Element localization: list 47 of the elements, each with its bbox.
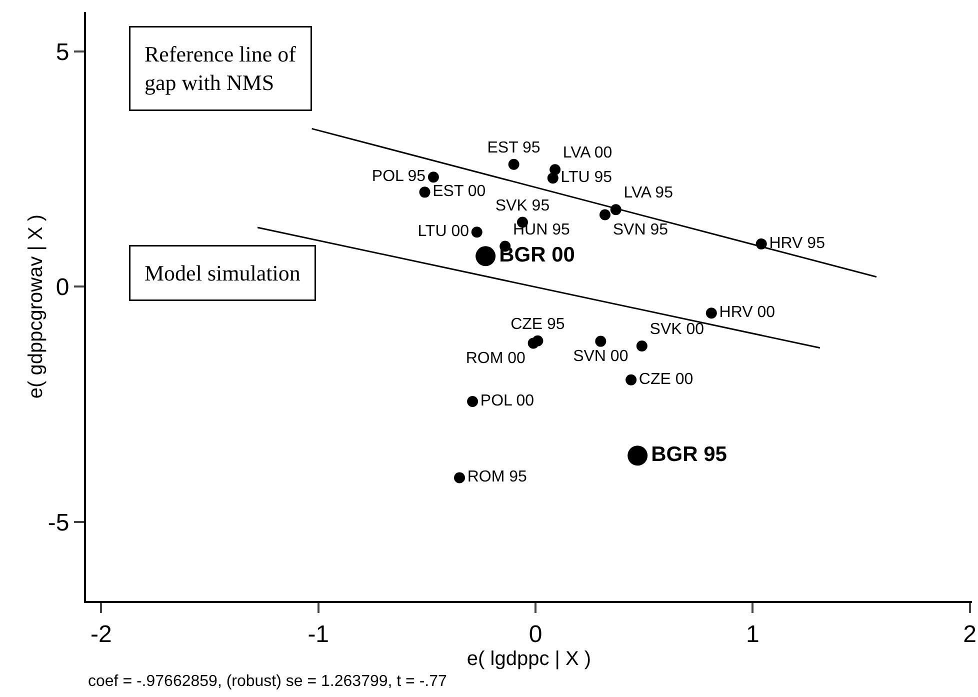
x-tick-label: -1 <box>308 620 330 648</box>
data-label: LTU 95 <box>560 169 612 186</box>
data-label: CZE 95 <box>510 316 565 333</box>
x-tick-label: 0 <box>528 620 542 648</box>
data-label: SVN 95 <box>612 222 668 239</box>
data-label: CZE 00 <box>638 370 694 388</box>
data-label: POL 00 <box>480 392 534 410</box>
y-tick-label: -5 <box>48 509 70 536</box>
point <box>528 338 539 349</box>
x-axis-title: e( lgdppc | X ) <box>466 648 592 670</box>
data-label: LVA 95 <box>624 184 674 202</box>
data-label: SVK 95 <box>495 197 550 214</box>
data-label: LTU 00 <box>418 223 470 240</box>
point <box>626 374 637 386</box>
point <box>428 172 439 183</box>
data-label: SVK 00 <box>650 321 704 338</box>
x-tick-label: 2 <box>963 620 977 648</box>
x-tick-label: -2 <box>90 620 112 648</box>
text: coef = -.97662859, (robust) se = 1.263799, t = -.77 <box>88 673 448 690</box>
point <box>600 209 610 220</box>
point <box>467 396 478 408</box>
data-label: ROM 00 <box>466 350 526 368</box>
point <box>595 336 606 347</box>
y-axis-title: e( gdppcgrowav | X ) <box>24 214 47 399</box>
point <box>706 308 717 319</box>
point <box>636 340 648 352</box>
point <box>628 446 648 466</box>
point <box>508 158 520 170</box>
data-label: LVA 00 <box>562 144 612 162</box>
data-label: EST 95 <box>487 140 540 157</box>
point <box>471 226 482 238</box>
point <box>454 472 466 484</box>
point <box>547 172 558 184</box>
annotation: Model simulation <box>144 260 300 286</box>
data-label: EST 00 <box>432 183 486 200</box>
x-tick-label: 1 <box>746 620 760 648</box>
data-label: SVN 00 <box>573 348 628 366</box>
data-label: BGR 95 <box>651 442 728 466</box>
y-tick-label: 5 <box>56 38 70 66</box>
y-tick-label: 0 <box>56 274 70 302</box>
data-label: ROM 95 <box>467 468 528 486</box>
data-label: POL 95 <box>372 168 426 186</box>
annotation: Reference line of gap with NMS <box>144 42 297 96</box>
data-label: HRV 00 <box>719 304 776 322</box>
point <box>476 246 496 266</box>
data-label: HRV 95 <box>769 234 826 252</box>
point <box>419 186 430 198</box>
